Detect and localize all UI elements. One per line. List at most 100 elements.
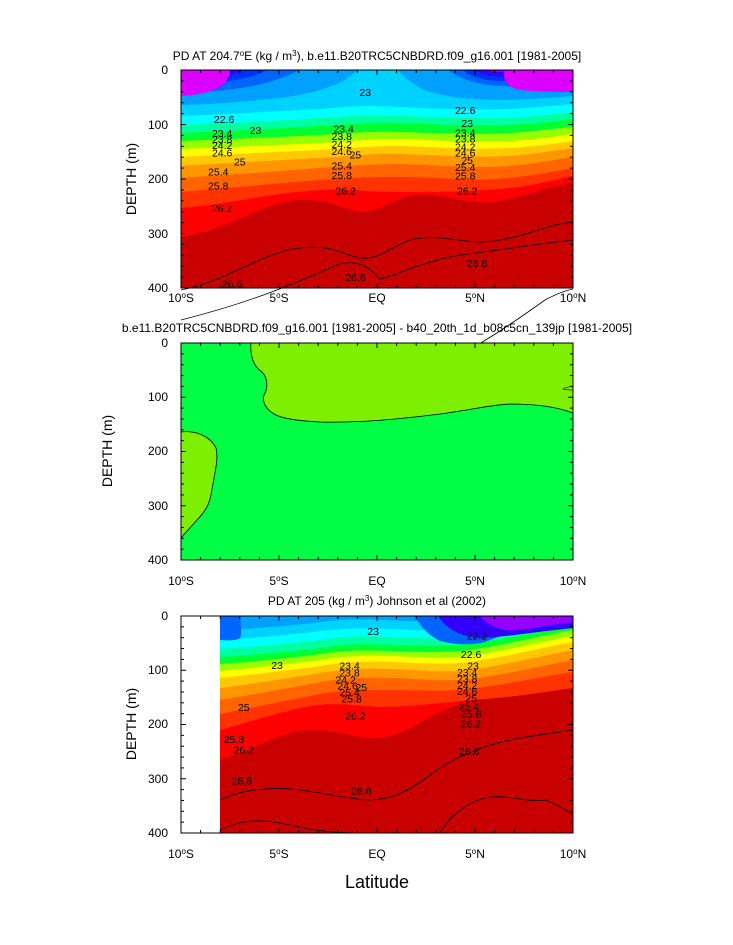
contour-label: 23.8 [332,131,353,143]
contour-label: 25 [355,682,367,694]
panel-1-y-axis-title: DEPTH (m) [123,143,139,215]
contour-label: 24.6 [332,146,353,158]
difference-region-positive [180,431,218,540]
contour-label: 23.4 [212,128,233,140]
contour-label: 23 [461,118,473,130]
x-tick-label: 10oN [560,847,586,862]
x-tick-label: 5oN [465,574,485,589]
contour-label: 23.8 [455,134,476,146]
panel-1-title: PD AT 204.7oE (kg / m3), b.e11.B20TRC5CN… [173,49,581,64]
y-tick-label: 200 [148,172,168,186]
panel-3-y-axis-title: DEPTH (m) [123,688,139,760]
panel-3-x-axis: 10oS 5oS EQ 5oN 10oN Latitude [168,847,586,893]
contour-label: 23.8 [457,673,478,685]
panel-2-frame [180,342,574,561]
contour-label: 23.4 [455,128,476,140]
contour-label: 26.6 [345,272,366,284]
x-tick-label: 5oN [465,847,485,862]
y-tick-label: 300 [148,499,168,513]
contour-label: 25.4 [459,701,480,713]
y-tick-label: 100 [148,663,168,677]
contour-label: 26.6 [222,279,243,291]
contour-label: 24.2 [457,680,478,692]
x-tick-label: 10oN [560,574,586,589]
panel-3-frame [180,615,574,834]
contour-label: 25.8 [332,170,353,182]
panel-2-x-axis: 10oS 5oS EQ 5oN 10oN [168,574,586,589]
panel-2-title: b.e11.B20TRC5CNBDRD.f09_g16.001 [1981-20… [122,321,632,335]
y-tick-label: 400 [148,553,168,567]
contour-label: 24.6 [212,147,233,159]
panel-1-y-axis: 0 100 200 300 400 DEPTH (m) [123,63,168,295]
contour-label: 23.8 [339,667,360,679]
contour-label: 25.8 [208,181,229,193]
contour-label: 22.6 [461,649,482,661]
contour-label: 25.4 [455,162,476,174]
contour-label: 22.2 [467,631,488,643]
contour-label: 22.6 [455,105,476,117]
contour-line [219,729,574,801]
contour-label: 24.6 [457,686,478,698]
y-tick-label: 400 [148,281,168,295]
contour-label: 23 [467,660,479,672]
x-tick-label: EQ [368,291,385,305]
contour-label: 24.6 [455,147,476,159]
y-tick-label: 0 [161,63,168,77]
x-tick-label: 5oS [269,574,288,589]
contour-label: 26.2 [335,185,356,197]
y-tick-label: 200 [148,444,168,458]
contour-label: 23 [359,87,371,99]
y-tick-label: 0 [161,336,168,350]
contour-line [180,239,574,321]
contour-label: 25.8 [455,171,476,183]
panel-3-y-axis: 0 100 200 300 400 DEPTH (m) [123,609,168,840]
contour-line [180,221,574,291]
y-tick-label: 200 [148,717,168,731]
contour-label: 22.6 [214,114,235,126]
y-tick-label: 100 [148,390,168,404]
panel-1-plot-marks: 2322.62323.423.824.224.62525.425.826.226… [180,69,574,291]
panel-3-no-data [181,616,220,833]
x-tick-label: EQ [368,574,385,588]
contour-label: 24.6 [337,680,358,692]
contour-label: 25 [234,157,246,169]
contour-label: 25.4 [332,160,353,172]
contour-label: 25 [238,702,250,714]
panel-3-observed-section: PD AT 205 (kg / m3) Johnson et al (2002)… [123,594,586,893]
x-axis-title: Latitude [345,872,409,892]
x-tick-label: 10oS [168,847,194,862]
contour-label: 24.2 [332,139,353,151]
x-tick-label: 10oS [168,291,194,306]
difference-region-positive [562,385,574,391]
contour-fill [480,616,573,631]
contour-label: 26.6 [351,786,372,798]
contour-label: 26.6 [232,775,253,787]
contour-label: 25.4 [339,687,360,699]
panel-1-frame [180,69,574,289]
contour-label: 25 [465,693,477,705]
contour-label: 26.2 [461,718,482,730]
panel-1-x-axis: 10oS 5oS EQ 5oN 10oN [168,291,586,306]
y-tick-label: 400 [148,826,168,840]
contour-label: 23.4 [457,667,478,679]
x-tick-label: 10oS [168,574,194,589]
x-tick-label: 5oN [465,291,485,306]
y-tick-label: 0 [161,609,168,623]
contour-label: 23 [271,660,283,672]
contour-label: 26.2 [345,710,366,722]
contour-label: 24.2 [455,141,476,153]
contour-label: 24.2 [212,140,233,152]
contour-label: 23 [367,626,379,638]
x-tick-label: EQ [368,847,385,861]
panel-1-density-section: PD AT 204.7oE (kg / m3), b.e11.B20TRC5CN… [123,49,586,389]
contour-label: 25.8 [341,693,362,705]
contour-label: 25 [461,155,473,167]
contour-label: 26.2 [234,744,255,756]
panel-2-y-axis: 0 100 200 300 400 DEPTH (m) [99,336,168,567]
panel-3-title: PD AT 205 (kg / m3) Johnson et al (2002) [268,594,486,609]
contour-label: 23.4 [333,123,354,135]
contour-label: 23.8 [212,134,233,146]
contour-label: 25 [350,149,362,161]
contour-label: 23.4 [339,660,360,672]
y-tick-label: 100 [148,118,168,132]
